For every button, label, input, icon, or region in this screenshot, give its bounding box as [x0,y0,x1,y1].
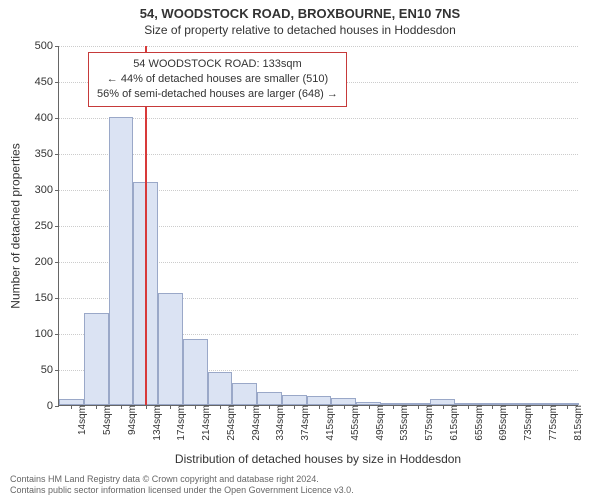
y-tick-mark [55,46,59,47]
y-tick-label: 50 [19,364,59,376]
footer-line2: Contains public sector information licen… [10,485,354,496]
y-tick-label: 400 [19,112,59,124]
y-tick-label: 300 [19,184,59,196]
x-tick-label: 214sqm [199,405,212,441]
gridline [59,118,578,119]
x-tick-label: 14sqm [75,405,88,435]
histogram-bar [282,395,307,405]
chart-title-main: 54, WOODSTOCK ROAD, BROXBOURNE, EN10 7NS [0,0,600,21]
x-tick-label: 94sqm [125,405,138,435]
x-tick-mark [418,405,419,409]
annotation-line3: 56% of semi-detached houses are larger (… [97,87,338,102]
x-tick-label: 615sqm [447,405,460,441]
x-tick-mark [517,405,518,409]
x-tick-label: 455sqm [348,405,361,441]
histogram-bar [158,293,183,405]
x-tick-mark [567,405,568,409]
y-tick-mark [55,118,59,119]
y-tick-mark [55,334,59,335]
y-tick-label: 350 [19,148,59,160]
x-tick-mark [96,405,97,409]
x-tick-label: 54sqm [100,405,113,435]
y-tick-mark [55,262,59,263]
y-tick-label: 250 [19,220,59,232]
x-tick-mark [468,405,469,409]
x-tick-label: 575sqm [422,405,435,441]
y-tick-label: 0 [19,400,59,412]
y-tick-mark [55,226,59,227]
x-tick-mark [393,405,394,409]
annotation-box: 54 WOODSTOCK ROAD: 133sqm ← 44% of detac… [88,52,347,107]
x-tick-label: 495sqm [373,405,386,441]
gridline [59,46,578,47]
x-tick-label: 735sqm [521,405,534,441]
histogram-bar [307,396,332,405]
x-tick-label: 174sqm [174,405,187,441]
histogram-bar [183,339,208,405]
histogram-bar [109,117,134,405]
footer-line1: Contains HM Land Registry data © Crown c… [10,474,354,485]
x-tick-mark [220,405,221,409]
x-tick-mark [369,405,370,409]
x-tick-mark [294,405,295,409]
x-tick-mark [245,405,246,409]
x-tick-mark [195,405,196,409]
y-tick-mark [55,154,59,155]
y-tick-label: 450 [19,76,59,88]
y-tick-label: 500 [19,40,59,52]
x-tick-label: 254sqm [224,405,237,441]
x-tick-label: 775sqm [546,405,559,441]
histogram-bar [257,392,282,405]
x-tick-mark [146,405,147,409]
chart-plot-area: 05010015020025030035040045050014sqm54sqm… [58,46,578,406]
histogram-bar [208,372,233,405]
y-tick-mark [55,406,59,407]
x-axis-label: Distribution of detached houses by size … [58,452,578,466]
x-tick-mark [71,405,72,409]
histogram-bar [84,313,109,405]
y-tick-mark [55,370,59,371]
y-tick-label: 200 [19,256,59,268]
x-tick-label: 374sqm [298,405,311,441]
x-tick-label: 134sqm [150,405,163,441]
histogram-bar [232,383,257,405]
x-tick-mark [542,405,543,409]
x-tick-mark [319,405,320,409]
x-tick-label: 815sqm [571,405,584,441]
x-tick-mark [344,405,345,409]
x-tick-mark [443,405,444,409]
y-tick-label: 100 [19,328,59,340]
y-tick-mark [55,298,59,299]
histogram-bar [331,398,356,405]
x-tick-mark [170,405,171,409]
x-tick-label: 655sqm [472,405,485,441]
chart-title-sub: Size of property relative to detached ho… [0,21,600,39]
y-tick-mark [55,190,59,191]
x-tick-label: 294sqm [249,405,262,441]
y-tick-mark [55,82,59,83]
x-tick-label: 695sqm [496,405,509,441]
x-tick-label: 415sqm [323,405,336,441]
x-tick-mark [121,405,122,409]
x-tick-mark [492,405,493,409]
annotation-line1: 54 WOODSTOCK ROAD: 133sqm [97,57,338,72]
x-tick-mark [269,405,270,409]
x-tick-label: 535sqm [397,405,410,441]
y-tick-label: 150 [19,292,59,304]
annotation-line2: ← 44% of detached houses are smaller (51… [97,72,338,87]
gridline [59,154,578,155]
x-tick-label: 334sqm [273,405,286,441]
footer-attribution: Contains HM Land Registry data © Crown c… [10,474,354,496]
